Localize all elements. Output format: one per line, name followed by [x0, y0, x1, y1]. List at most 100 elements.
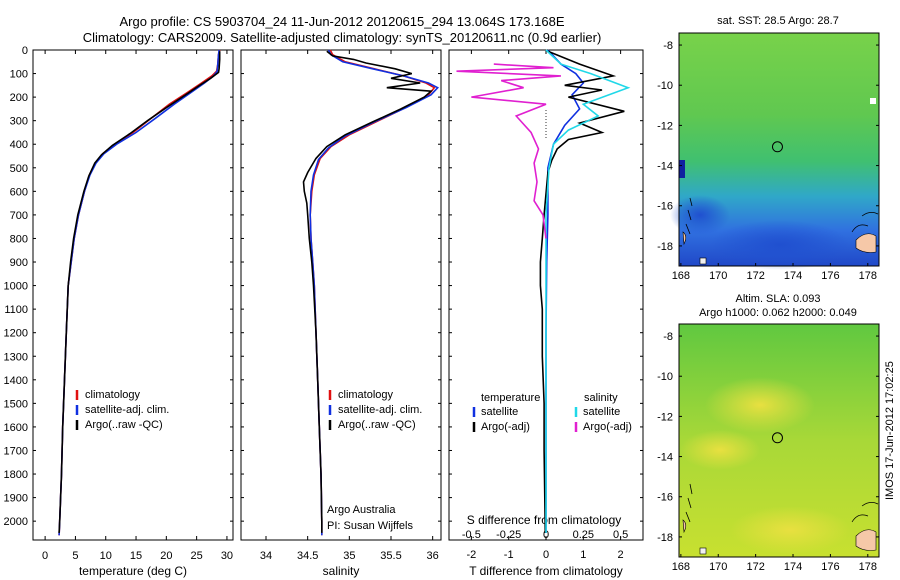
sla-islet	[699, 547, 707, 555]
map-lon-label: 172	[746, 561, 764, 573]
depth-tick-label: 1500	[4, 398, 28, 410]
title-line-2: Climatology: CARS2009. Satellite-adjuste…	[83, 30, 602, 45]
sla-map-axes: -8 -10 -12 -14 -16 -18 168 170 172 174 176 178	[657, 331, 879, 573]
x-tick-label: 30	[221, 550, 233, 562]
map-lat-label: -18	[657, 532, 673, 544]
depth-tick-label: 1000	[4, 281, 28, 293]
depth-axis: 0 100 200 300 400 500 600 700 800 900 1000 1100 1200…	[4, 45, 28, 528]
legend-label: Argo(..raw -QC)	[85, 419, 163, 431]
x2-tick-label: 0	[543, 529, 549, 541]
legend-label: Argo(..raw -QC)	[338, 419, 416, 431]
temperature-profile-xlabel: temperature (deg C)	[79, 564, 187, 578]
difference-profile-xlabel: T difference from climatology	[469, 564, 623, 578]
depth-tick-label: 1700	[4, 445, 28, 457]
map-lon-label: 168	[672, 561, 690, 573]
map-lon-label: 168	[672, 270, 690, 282]
x-tick-label: 36	[427, 550, 439, 562]
legend-label: satellite-adj. clim.	[338, 404, 422, 416]
legend-label: climatology	[338, 389, 394, 401]
depth-tick-label: 700	[10, 210, 28, 222]
sst-map: -8 -10 -12 -14 -16 -18 168 170 172 174 176 178	[657, 32, 880, 282]
map-lat-label: -8	[663, 331, 673, 343]
x-tick-label: 20	[160, 550, 172, 562]
map-lon-label: 172	[746, 270, 764, 282]
legend-label: satellite	[481, 406, 518, 418]
depth-tick-label: 1900	[4, 493, 28, 505]
sla-map-title-2: Argo h1000: 0.062 h2000: 0.049	[699, 307, 857, 319]
sst-island-east	[855, 233, 877, 253]
map-lat-label: -18	[657, 241, 673, 253]
sla-high-patch-2	[680, 430, 760, 470]
title-line-1: Argo profile: CS 5903704_24 11-Jun-2012 …	[119, 14, 564, 29]
salinity-panel: 34 34.5 35 35.5 36 salinity climatology satelli…	[240, 49, 442, 578]
sst-float-marker	[771, 141, 783, 153]
x-tick-label: 25	[191, 550, 203, 562]
sst-map-frame	[678, 32, 880, 267]
sla-coastline-east	[851, 502, 879, 523]
sla-high-patch-3	[730, 506, 850, 554]
map-lon-label: 170	[709, 270, 727, 282]
map-lon-label: 174	[784, 270, 802, 282]
salinity-profile-frame	[240, 49, 442, 541]
depth-tick-label: 1200	[4, 328, 28, 340]
series-line	[539, 50, 625, 533]
sla-map: -8 -10 -12 -14 -16 -18 168 170 172 174 176 178	[657, 323, 880, 573]
sst-cold-patch	[710, 220, 850, 270]
x-tick-label: 2	[618, 549, 624, 561]
x-tick-label: 34.5	[297, 550, 318, 562]
sla-coastline	[685, 483, 693, 523]
depth-tick-label: 1600	[4, 422, 28, 434]
sla-island-west	[682, 519, 687, 534]
map-lon-label: 178	[859, 561, 877, 573]
map-lon-label: 170	[709, 561, 727, 573]
sst-coastline	[685, 197, 693, 235]
temperature-profile-frame	[32, 49, 234, 541]
map-lat-label: -10	[657, 80, 673, 92]
depth-tick-label: 2000	[4, 516, 28, 528]
sst-islet	[699, 257, 707, 265]
map-lat-label: -16	[657, 492, 673, 504]
depth-tick-label: 600	[10, 186, 28, 198]
temperature-panel: 0 5 10 15 20 25 30 temperature (deg C) climatolo…	[32, 49, 234, 578]
depth-tick-label: 200	[10, 92, 28, 104]
legend-title-salinity: salinity	[584, 392, 618, 404]
x2-tick-label: 0.25	[573, 529, 594, 541]
x-tick-label: 34	[260, 550, 272, 562]
legend-label: climatology	[85, 389, 141, 401]
series-line	[545, 49, 631, 533]
legend-title-temperature: temperature	[481, 392, 540, 404]
series-line	[456, 63, 561, 239]
map-lat-label: -8	[663, 40, 673, 52]
x-tick-label: 1	[580, 549, 586, 561]
x-tick-label: 35	[343, 550, 355, 562]
legend-label: satellite	[583, 406, 620, 418]
series-line	[302, 50, 433, 533]
salinity-profile-xlabel: salinity	[323, 564, 360, 578]
depth-tick-label: 1300	[4, 351, 28, 363]
x2-tick-label: -0.25	[496, 529, 521, 541]
sst-map-axes: -8 -10 -12 -14 -16 -18 168 170 172 174 176 178	[657, 40, 879, 282]
map-lon-label: 174	[784, 561, 802, 573]
map-lon-label: 176	[821, 270, 839, 282]
sst-edge-mark	[679, 160, 685, 178]
sla-high-patch	[705, 377, 815, 433]
x-tick-label: 0	[42, 550, 48, 562]
sla-float-marker	[771, 432, 783, 444]
sst-coastline-east	[851, 212, 879, 233]
sst-island-west	[682, 231, 687, 246]
map-lon-label: 176	[821, 561, 839, 573]
difference-x2label: S difference from climatology	[467, 513, 622, 527]
legend-label: satellite-adj. clim.	[85, 404, 169, 416]
map-lat-label: -12	[657, 411, 673, 423]
depth-tick-label: 800	[10, 233, 28, 245]
series-line	[58, 51, 221, 533]
institution-label: Argo Australia	[327, 504, 396, 516]
depth-tick-label: 100	[10, 69, 28, 81]
x-tick-label: -1	[504, 549, 514, 561]
map-lat-label: -14	[657, 161, 673, 173]
depth-tick-label: 400	[10, 139, 28, 151]
x2-tick-label: 0.5	[613, 529, 628, 541]
map-lat-label: -16	[657, 201, 673, 213]
depth-tick-label: 900	[10, 257, 28, 269]
x-tick-label: -2	[466, 549, 476, 561]
